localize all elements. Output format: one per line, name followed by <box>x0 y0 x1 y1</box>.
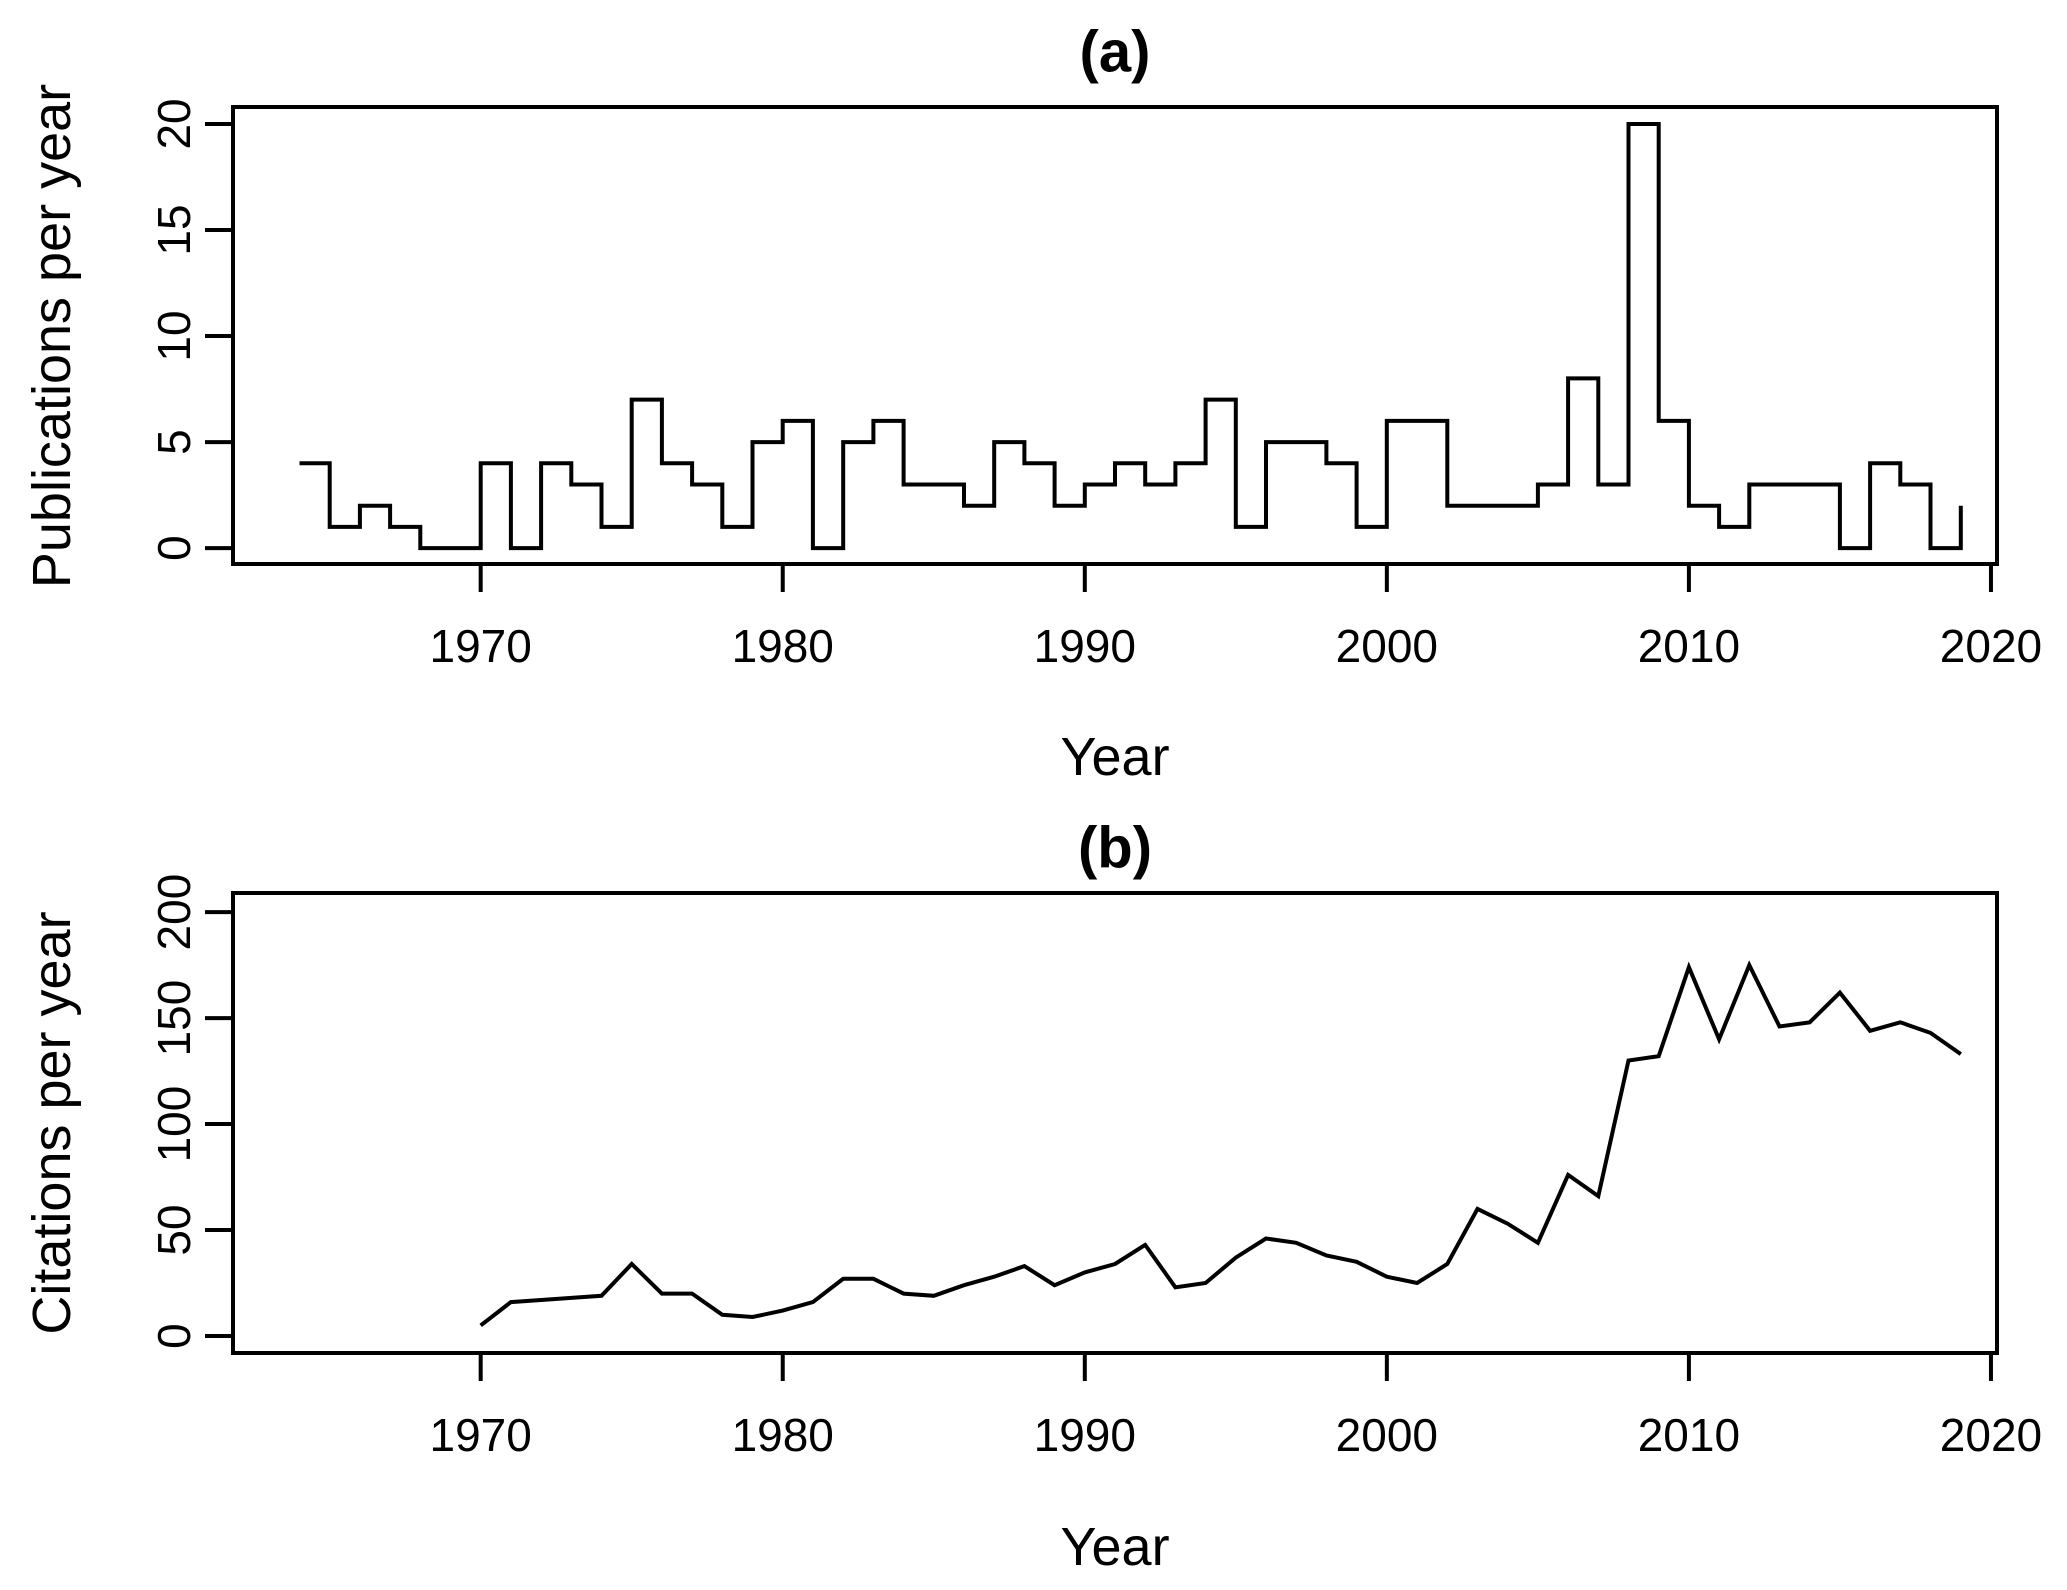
panel-b-x-tick-label: 2000 <box>1336 1409 1438 1461</box>
panel-a-x-tick-label: 1970 <box>430 620 532 672</box>
panel-b-x-tick-label: 1970 <box>430 1409 532 1461</box>
panel-b-x-tick-label: 1980 <box>732 1409 834 1461</box>
panel-b-y-tick-label: 0 <box>148 1323 200 1349</box>
panel-a-x-tick-label: 1990 <box>1034 620 1136 672</box>
panel-a-xlabel: Year <box>1060 727 1170 787</box>
panel-a-x-tick-label: 2000 <box>1336 620 1438 672</box>
panel-a-x-tick-label: 2020 <box>1940 620 2042 672</box>
publications-step-line <box>299 122 1963 551</box>
panel-b-y-tick-label: 150 <box>148 980 200 1057</box>
panel-a-y-tick-label: 0 <box>148 535 200 561</box>
panel-b-x-tick-label: 2020 <box>1940 1409 2042 1461</box>
panel-b-y-tick-label: 50 <box>148 1204 200 1255</box>
panel-b-box <box>231 891 1999 1355</box>
panel-a-y-tick-label: 20 <box>148 98 200 149</box>
panel-a-x-tick-label: 1980 <box>732 620 834 672</box>
panel-a-x-tick-label: 2010 <box>1638 620 1740 672</box>
citations-line <box>479 960 1962 1327</box>
panel-a-ylabel: Publications per year <box>22 83 82 589</box>
panel-a-y-tick-label: 5 <box>148 429 200 455</box>
panel-b-xlabel: Year <box>1060 1517 1170 1577</box>
panel-b-ylabel: Citations per year <box>22 911 82 1335</box>
panel-b-x-tick-label: 1990 <box>1034 1409 1136 1461</box>
panel-a-y-tick-label: 15 <box>148 204 200 255</box>
panel-a-box <box>231 105 1999 566</box>
panel-b-y-tick-label: 200 <box>148 874 200 951</box>
panel-b-y-tick-label: 100 <box>148 1086 200 1163</box>
panel-b-title: (b) <box>1077 815 1153 881</box>
panel-a-y-tick-label: 10 <box>148 310 200 361</box>
panel-a-title: (a) <box>1079 19 1151 85</box>
panel-b-x-tick-label: 2010 <box>1638 1409 1740 1461</box>
